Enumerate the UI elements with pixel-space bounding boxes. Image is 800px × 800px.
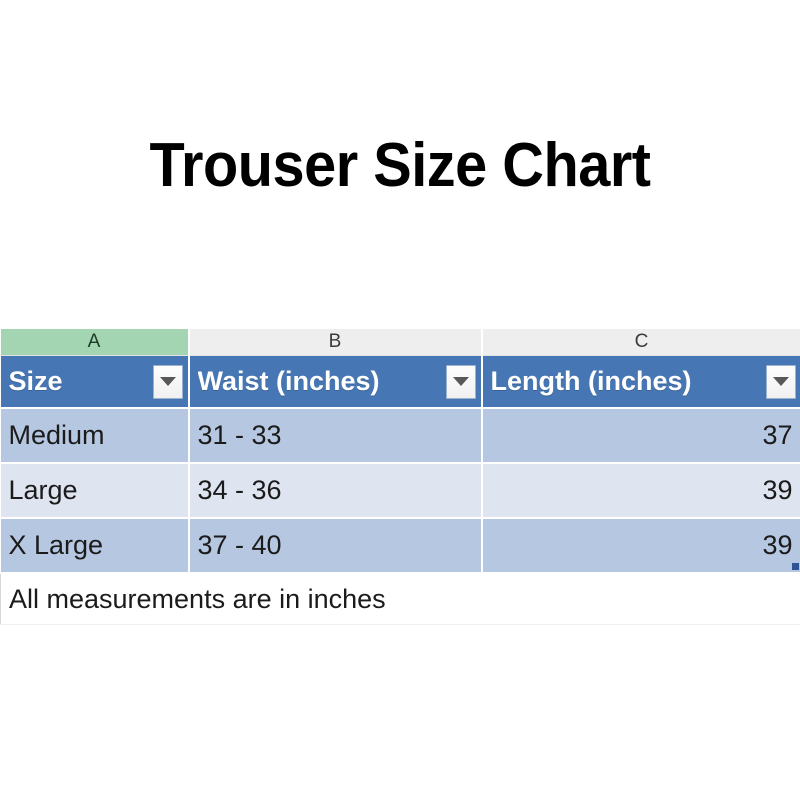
cell-length[interactable]: 37 <box>481 408 800 464</box>
column-header-b[interactable]: B <box>188 329 483 356</box>
chevron-down-icon <box>159 377 176 386</box>
note-text[interactable]: All measurements are in inches <box>0 573 800 625</box>
filter-dropdown-waist[interactable] <box>445 364 476 399</box>
header-label-size: Size <box>8 366 63 396</box>
filter-dropdown-length[interactable] <box>765 364 796 399</box>
chevron-down-icon <box>772 377 789 386</box>
cell-size[interactable]: X Large <box>0 518 190 574</box>
cell-length-value: 39 <box>762 530 793 560</box>
cell-waist[interactable]: 31 - 33 <box>188 408 483 464</box>
header-label-length: Length (inches) <box>490 366 692 396</box>
table-row[interactable]: Medium 31 - 33 37 <box>0 408 800 464</box>
column-header-c[interactable]: C <box>481 329 800 356</box>
table-row[interactable]: X Large 37 - 40 39 <box>0 518 800 574</box>
cell-waist[interactable]: 37 - 40 <box>188 518 483 574</box>
page-title: Trouser Size Chart <box>149 131 651 200</box>
column-letter-strip: A B C <box>0 329 800 356</box>
cell-waist[interactable]: 34 - 36 <box>188 463 483 519</box>
filter-dropdown-size[interactable] <box>152 364 183 399</box>
header-cell-size: Size <box>0 355 190 409</box>
table-header-row: Size Waist (inches) <box>0 355 800 409</box>
size-chart-table: A B C Size Waist (inches) <box>0 329 800 625</box>
column-header-a[interactable]: A <box>0 329 190 356</box>
selection-fill-handle[interactable] <box>791 563 799 570</box>
table-row[interactable]: Large 34 - 36 39 <box>0 463 800 519</box>
chevron-down-icon <box>452 377 469 386</box>
cell-size[interactable]: Medium <box>0 408 190 464</box>
table-note-row[interactable]: All measurements are in inches <box>0 573 800 625</box>
cell-length[interactable]: 39 <box>481 463 800 519</box>
cell-size[interactable]: Large <box>0 463 190 519</box>
header-cell-waist: Waist (inches) <box>188 355 483 409</box>
header-cell-length: Length (inches) <box>481 355 800 409</box>
cell-length[interactable]: 39 <box>481 518 800 574</box>
header-label-waist: Waist (inches) <box>197 366 380 396</box>
spreadsheet-region: A B C Size Waist (inches) <box>0 329 800 625</box>
